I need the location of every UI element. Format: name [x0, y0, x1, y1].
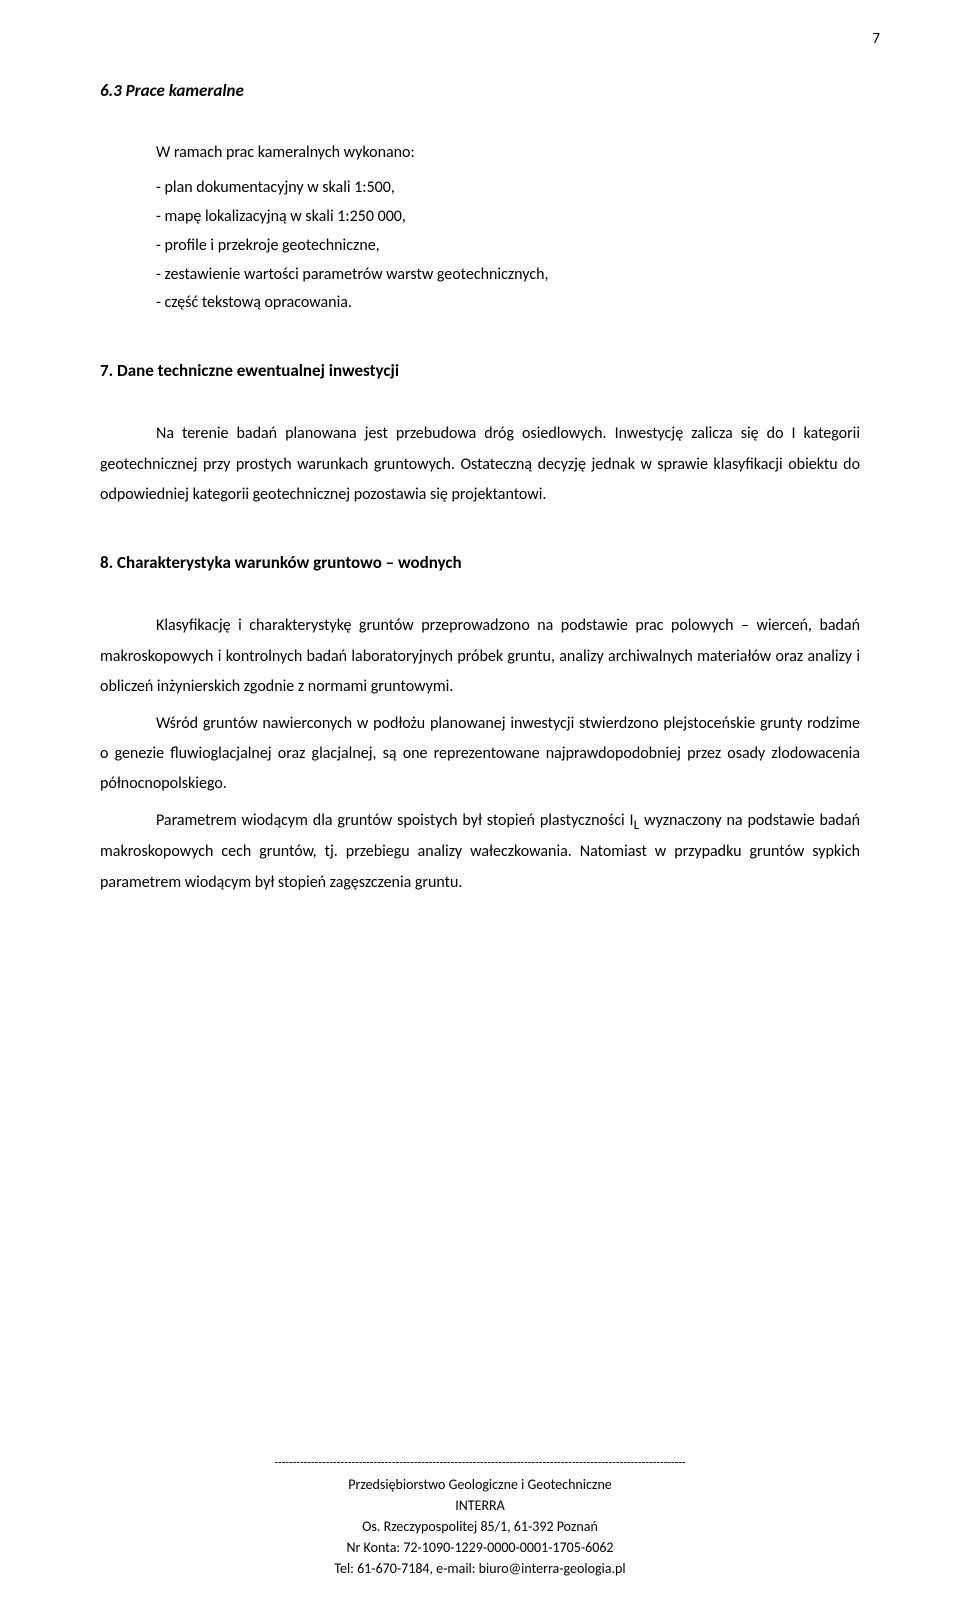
section-7-body: Na terenie badań planowana jest przebudo… [100, 419, 860, 510]
list-item: - plan dokumentacyjny w skali 1:500, [156, 174, 860, 203]
section-8-para1: Klasyfikację i charakterystykę gruntów p… [100, 611, 860, 702]
section-6-3-intro: W ramach prac kameralnych wykonano: [100, 139, 860, 166]
footer-contact: Tel: 61-670-7184, e-mail: biuro@interra-… [0, 1558, 960, 1579]
list-item: - część tekstową opracowania. [156, 289, 860, 318]
footer-divider: ----------------------------------------… [0, 1456, 960, 1470]
page-number: 7 [872, 30, 880, 48]
footer-address: Os. Rzeczypospolitej 85/1, 61-392 Poznań [0, 1516, 960, 1537]
footer-company: Przedsiębiorstwo Geologiczne i Geotechni… [0, 1474, 960, 1495]
footer-account: Nr Konta: 72-1090-1229-0000-0001-1705-60… [0, 1537, 960, 1558]
section-6-3-list: - plan dokumentacyjny w skali 1:500, - m… [100, 174, 860, 318]
footer-brand: INTERRA [0, 1495, 960, 1516]
section-7-title: 7. Dane techniczne ewentualnej inwestycj… [100, 360, 860, 381]
section-8-para3: Parametrem wiodącym dla gruntów spoistyc… [100, 806, 860, 898]
section-6-3-title: 6.3 Prace kameralne [100, 80, 860, 101]
list-item: - zestawienie wartości parametrów warstw… [156, 261, 860, 290]
para3-text-1: Parametrem wiodącym dla gruntów spoistyc… [156, 811, 634, 830]
list-item: - mapę lokalizacyjną w skali 1:250 000, [156, 203, 860, 232]
section-8-para2: Wśród gruntów nawierconych w podłożu pla… [100, 709, 860, 800]
footer: ----------------------------------------… [0, 1456, 960, 1579]
section-8-title: 8. Charakterystyka warunków gruntowo – w… [100, 552, 860, 573]
list-item: - profile i przekroje geotechniczne, [156, 232, 860, 261]
document-content: 6.3 Prace kameralne W ramach prac kamera… [0, 0, 960, 898]
